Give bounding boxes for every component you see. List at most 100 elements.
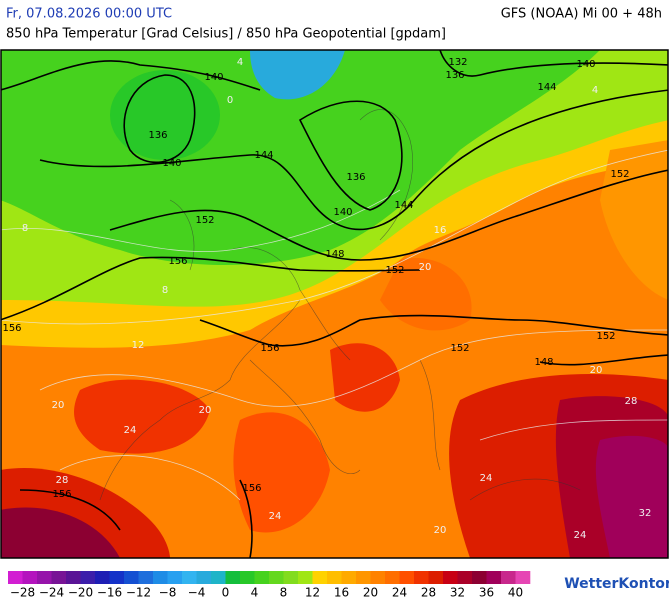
zone [600, 140, 668, 300]
temperature-label: 20 [590, 365, 603, 376]
colorbar-tick-label: 24 [392, 586, 407, 600]
colorbar-swatch [414, 571, 429, 584]
colorbar-swatch [8, 571, 23, 584]
colorbar-tick-label: 32 [450, 586, 465, 600]
zone [380, 258, 472, 331]
temperature-label: 4 [237, 57, 243, 68]
temperature-label: 20 [199, 405, 212, 416]
colorbar-swatch [124, 571, 139, 584]
date-label: Fr, 07.08.2026 00:00 UTC [6, 7, 172, 22]
colorbar-swatch [80, 571, 96, 584]
colorbar-swatch [472, 571, 487, 584]
geopotential-contour [1, 50, 668, 558]
map [0, 49, 669, 559]
zone [74, 379, 210, 454]
colorbar-swatch [312, 571, 328, 584]
colorbar-tick-label: 20 [363, 586, 378, 600]
colorbar-tick-label: −4 [188, 586, 206, 600]
colorbar-tick-label: 8 [280, 586, 288, 600]
zone [595, 435, 668, 558]
colorbar-swatch [167, 571, 183, 584]
map-frame [0, 49, 669, 559]
colorbar-tick-label: −16 [97, 586, 122, 600]
zone [1, 507, 120, 558]
geopotential-label: 144 [254, 150, 273, 161]
colorbar-swatch [486, 571, 502, 584]
colorbar-swatch [356, 571, 371, 584]
temperature-label: 8 [22, 223, 28, 234]
colorbar-tick-label: 28 [421, 586, 436, 600]
geopotential-label: 152 [450, 343, 469, 354]
colorbar-swatch [370, 571, 386, 584]
temperature-label: 28 [56, 475, 69, 486]
subtitle: 850 hPa Temperatur [Grad Celsius] / 850 … [6, 27, 446, 42]
colorbar-swatch [399, 571, 415, 584]
colorbar-swatch [341, 571, 357, 584]
model-label: GFS (NOAA) Mi 00 + 48h [501, 7, 662, 22]
colorbar-tick-label: −8 [159, 586, 177, 600]
geopotential-label: 136 [148, 130, 167, 141]
zone [110, 70, 220, 160]
geopotential-label: 152 [610, 169, 629, 180]
colorbar-swatch [225, 571, 241, 584]
colorbar-swatch [138, 571, 154, 584]
geopotential-label: 140 [333, 207, 352, 218]
colorbar-tick-label: 16 [334, 586, 349, 600]
colorbar-swatch [37, 571, 52, 584]
temperature-label: 20 [419, 262, 432, 273]
colorbar-tick-label: −28 [10, 586, 35, 600]
colorbar-tick-label: 40 [508, 586, 523, 600]
geopotential-label: 136 [445, 70, 464, 81]
geopotential-label: 148 [325, 249, 344, 260]
geopotential-label: 144 [394, 200, 413, 211]
geopotential-label: 152 [195, 215, 214, 226]
temperature-label: 20 [434, 525, 447, 536]
colorbar-swatch [298, 571, 313, 584]
temperature-label: 24 [480, 473, 493, 484]
colorbar-tick-label: −20 [68, 586, 93, 600]
colorbar-swatch [153, 571, 168, 584]
logo: WetterKontor [564, 576, 669, 592]
colorbar-swatch [66, 571, 81, 584]
temperature-label: 8 [162, 285, 168, 296]
colorbar-tick-label: 12 [305, 586, 320, 600]
geopotential-label: 156 [242, 483, 261, 494]
zone [233, 412, 330, 533]
temperature-label: 16 [434, 225, 447, 236]
zone [330, 343, 400, 412]
geopotential-label: 156 [168, 256, 187, 267]
geopotential-label: 140 [576, 59, 595, 70]
geopotential-label: 140 [162, 158, 181, 169]
temperature-label: 24 [269, 511, 282, 522]
isotherm [1, 149, 668, 501]
colorbar-tick-label: 36 [479, 586, 494, 600]
colorbar-swatch [269, 571, 284, 584]
coastline [99, 109, 581, 501]
temperature-label: 12 [132, 340, 145, 351]
geopotential-label: 152 [385, 265, 404, 276]
temperature-label: 4 [592, 85, 598, 96]
colorbar-swatch [109, 571, 125, 584]
temperature-label: 24 [574, 530, 587, 541]
zone [250, 50, 345, 100]
temperature-label: 24 [124, 425, 137, 436]
colorbar-swatch [95, 571, 110, 584]
colorbar-swatch [211, 571, 226, 584]
temperature-label: 0 [227, 95, 233, 106]
colorbar-swatch [182, 571, 197, 584]
geopotential-label: 136 [346, 172, 365, 183]
colorbar-swatch [327, 571, 342, 584]
temperature-label: 20 [52, 400, 65, 411]
colorbar-swatch [283, 571, 299, 584]
colorbar-swatch [515, 571, 531, 584]
colorbar-tick-label: 4 [251, 586, 259, 600]
geopotential-label: 152 [596, 331, 615, 342]
geopotential-label: 132 [448, 57, 467, 68]
temperature-label: 28 [625, 396, 638, 407]
colorbar-swatch [254, 571, 270, 584]
geopotential-label: 144 [537, 82, 556, 93]
geopotential-label: 148 [534, 357, 553, 368]
geopotential-label: 156 [52, 489, 71, 500]
geopotential-label: 156 [260, 343, 279, 354]
